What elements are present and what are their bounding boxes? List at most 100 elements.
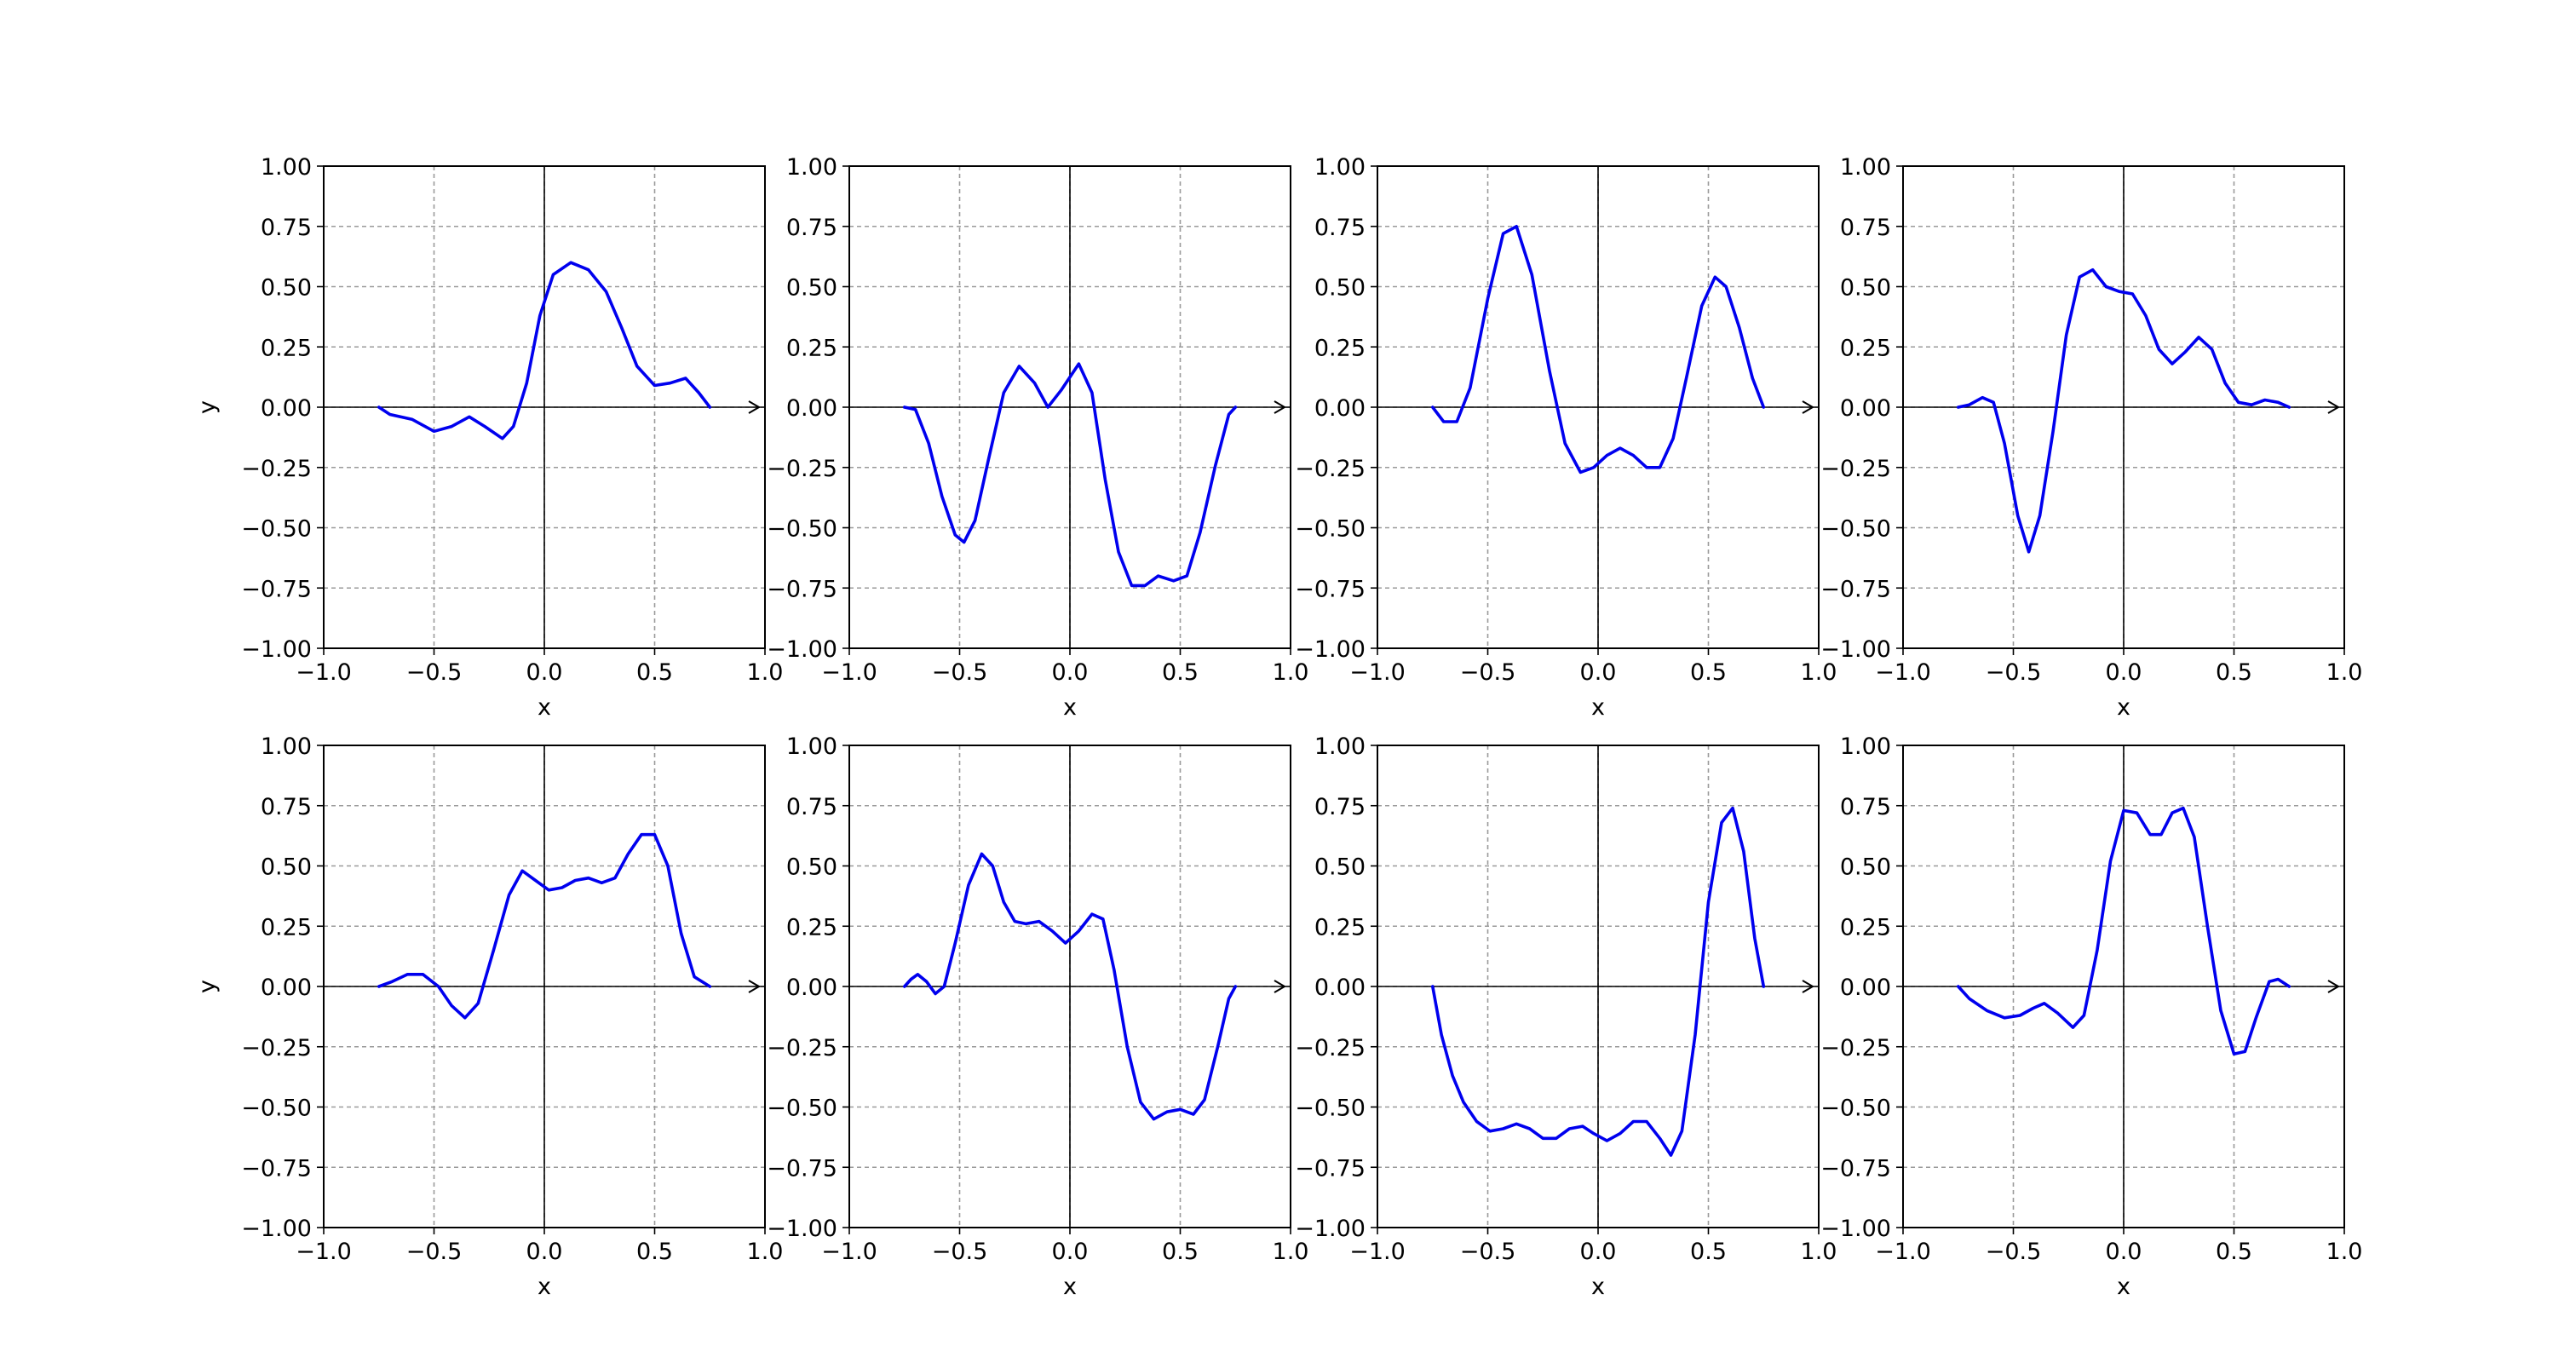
x-tick-label: 0.5: [636, 659, 673, 686]
y-tick-label: 0.50: [261, 854, 312, 881]
x-axis-arrow: [1802, 400, 1814, 414]
subplot-8: −1.0 −0.5 0.0 0.5 1.0 1.00 0.75 0.50 0.25 0.00 −0.…: [1820, 733, 2362, 1300]
y-tick-label: 0.00: [1314, 975, 1366, 1001]
y-tick-label: 0.75: [786, 215, 837, 241]
series-line: [377, 261, 712, 440]
series-line: [903, 362, 1238, 588]
y-tick-label: −1.00: [241, 1216, 312, 1242]
y-tick-label: −1.00: [241, 636, 312, 663]
subplot-3: −1.0 −0.5 0.0 0.5 1.0 1.00 0.75 0.50 0.25 0.00 −0.…: [1295, 154, 1837, 721]
series-line: [903, 852, 1238, 1121]
y-tick-label: −0.25: [1295, 456, 1366, 482]
y-tick-label: 0.00: [1840, 395, 1891, 422]
x-axis-label: x: [538, 694, 551, 721]
x-tick-label: 0.5: [1162, 659, 1199, 686]
y-tick-label: 0.25: [1840, 914, 1891, 940]
y-tick-label: 0.50: [261, 275, 312, 302]
y-tick-label: −0.75: [1820, 1155, 1891, 1182]
x-axis-arrow: [2327, 400, 2340, 414]
x-axis-arrow: [1274, 400, 1286, 414]
series-line: [1431, 225, 1766, 474]
y-tick-label: 0.00: [786, 975, 837, 1001]
y-tick-label: −0.25: [1820, 1035, 1891, 1061]
x-axis-arrow: [2327, 980, 2340, 993]
y-tick-label: 0.25: [786, 335, 837, 361]
x-tick-label: −0.5: [932, 1239, 988, 1265]
x-tick-label: −1.0: [1349, 659, 1406, 686]
y-tick-label: 0.75: [261, 794, 312, 820]
subplot-5: −1.0 −0.5 0.0 0.5 1.0 1.00 0.75 0.50 0.25 0.00 −0.…: [194, 733, 783, 1300]
y-tick-label: −0.75: [241, 576, 312, 602]
x-tick-label: 0.5: [636, 1239, 673, 1265]
y-tick-label: 0.75: [1840, 794, 1891, 820]
x-tick-label: 1.0: [1801, 1239, 1837, 1265]
x-tick-label: −1.0: [1875, 1239, 1931, 1265]
y-tick-label: −1.00: [767, 1216, 837, 1242]
x-tick-label: 0.5: [2216, 659, 2252, 686]
x-tick-label: 0.0: [1052, 659, 1089, 686]
y-tick-label: 0.50: [1314, 854, 1366, 881]
y-tick-label: 1.00: [1314, 733, 1366, 760]
x-tick-label: 0.0: [1052, 1239, 1089, 1265]
y-tick-label: −0.50: [767, 516, 837, 543]
x-tick-label: −0.5: [932, 659, 988, 686]
series-line: [1957, 267, 2291, 554]
x-tick-label: −0.5: [406, 659, 463, 686]
y-axis-label: y: [194, 400, 221, 414]
y-tick-label: 0.50: [786, 275, 837, 302]
x-tick-label: 0.0: [526, 659, 563, 686]
x-axis-arrow: [1274, 980, 1286, 993]
subplot-6: −1.0 −0.5 0.0 0.5 1.0 1.00 0.75 0.50 0.25 0.00 −0.…: [767, 733, 1308, 1300]
x-tick-label: −0.5: [1986, 659, 2042, 686]
y-tick-label: 0.25: [261, 914, 312, 940]
x-tick-label: 0.5: [1690, 659, 1727, 686]
x-tick-label: 0.0: [1580, 659, 1617, 686]
series-line: [377, 832, 712, 1020]
y-tick-label: 0.75: [1314, 794, 1366, 820]
y-tick-label: −0.50: [1295, 1096, 1366, 1122]
y-tick-label: −0.50: [1295, 516, 1366, 543]
y-tick-label: −0.75: [767, 1155, 837, 1182]
y-tick-label: −0.75: [241, 1155, 312, 1182]
x-axis-label: x: [2117, 1274, 2130, 1300]
x-tick-label: −1.0: [821, 659, 877, 686]
y-tick-label: 0.75: [261, 215, 312, 241]
x-tick-label: 1.0: [747, 1239, 784, 1265]
y-tick-label: −0.25: [1820, 456, 1891, 482]
x-tick-label: −0.5: [1986, 1239, 2042, 1265]
y-tick-label: −0.25: [241, 1035, 312, 1061]
x-tick-label: 1.0: [2326, 659, 2363, 686]
x-axis-label: x: [1591, 1274, 1605, 1300]
x-axis-arrow: [748, 980, 761, 993]
y-tick-label: 0.00: [1314, 395, 1366, 422]
y-tick-label: 1.00: [1840, 733, 1891, 760]
y-tick-label: 0.25: [1314, 335, 1366, 361]
y-axis-label: y: [194, 980, 221, 993]
x-tick-label: 0.0: [526, 1239, 563, 1265]
x-axis-label: x: [1591, 694, 1605, 721]
y-tick-label: −0.50: [1820, 1096, 1891, 1122]
y-tick-label: −0.75: [1295, 576, 1366, 602]
y-tick-label: −0.25: [767, 1035, 837, 1061]
y-tick-label: −0.75: [767, 576, 837, 602]
x-tick-label: −1.0: [296, 659, 352, 686]
subplot-2: −1.0 −0.5 0.0 0.5 1.0 1.00 0.75 0.50 0.25 0.00 −0.…: [767, 154, 1308, 721]
y-tick-label: −0.50: [1820, 516, 1891, 543]
y-tick-label: 0.25: [786, 914, 837, 940]
series-line: [1957, 806, 2291, 1055]
x-tick-label: 1.0: [1801, 659, 1837, 686]
y-tick-label: −1.00: [1295, 1216, 1366, 1242]
y-tick-label: 0.25: [1840, 335, 1891, 361]
y-tick-label: 1.00: [1314, 154, 1366, 181]
x-tick-label: −1.0: [296, 1239, 352, 1265]
y-tick-label: 1.00: [786, 154, 837, 181]
y-tick-label: 0.25: [261, 335, 312, 361]
x-tick-label: −1.0: [821, 1239, 877, 1265]
x-tick-label: 1.0: [1273, 1239, 1309, 1265]
y-tick-label: −1.00: [1820, 1216, 1891, 1242]
y-tick-label: 0.75: [786, 794, 837, 820]
x-axis-label: x: [2117, 694, 2130, 721]
x-tick-label: 0.5: [1690, 1239, 1727, 1265]
y-tick-label: −0.25: [241, 456, 312, 482]
